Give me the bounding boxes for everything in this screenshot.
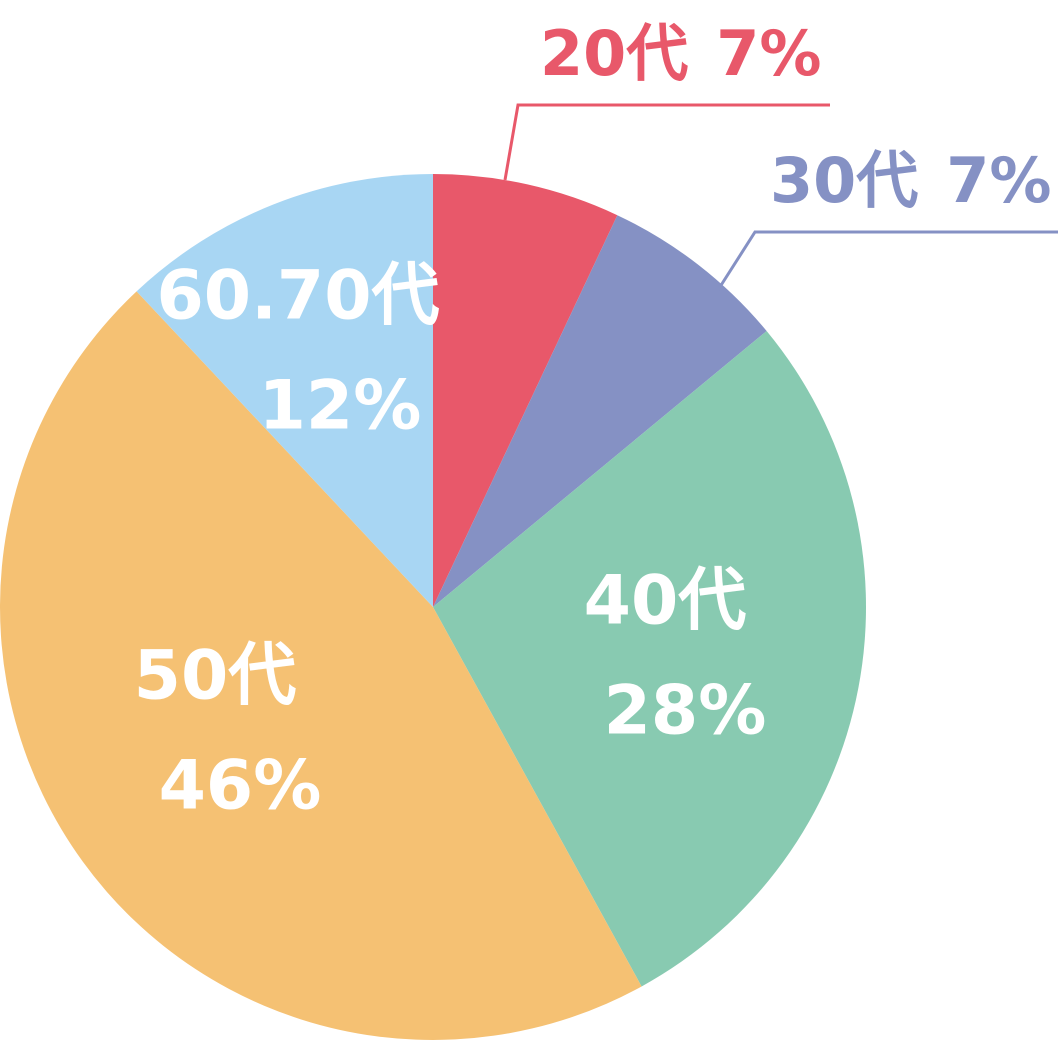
pie-slice [433, 330, 866, 987]
pie-slice [433, 215, 767, 607]
leader-line [503, 103, 830, 181]
value-label: 12% [259, 367, 422, 446]
value-label: 7% [716, 17, 821, 90]
pie-slice [136, 174, 433, 607]
category-label: 50代 [134, 637, 297, 716]
value-label: 46% [159, 747, 322, 826]
value-label: 7% [946, 144, 1051, 217]
category-label: 40代 [584, 562, 747, 641]
leader-line [716, 230, 1058, 291]
pie-slice [433, 174, 618, 607]
value-label: 28% [604, 672, 767, 751]
category-label: 20代 [540, 17, 688, 90]
pie-slice [0, 291, 642, 1040]
category-label: 30代 [770, 144, 918, 217]
slice-label: 30代 7% [770, 144, 1052, 217]
slice-label: 20代 7% [540, 17, 822, 90]
category-label: 60.70代 [156, 257, 439, 336]
